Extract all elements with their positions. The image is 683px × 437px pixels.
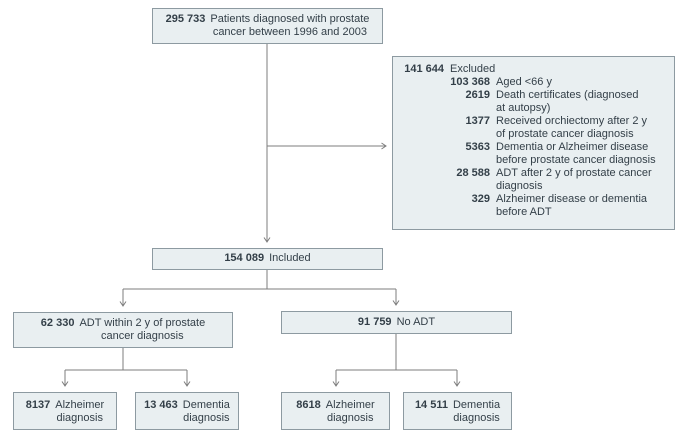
patients-count: 295 733 <box>165 13 206 25</box>
node-excluded: 141 644 Excluded 103 368 Aged <66 y 2619… <box>392 56 675 230</box>
adt-label: ADT within 2 y of prostate cancer diagno… <box>79 317 206 342</box>
excluded-item: 5363 Dementia or Alzheimer disease befor… <box>400 141 668 167</box>
excluded-item-label: Dementia or Alzheimer disease before pro… <box>496 141 656 166</box>
adt-alzheimer-count: 8137 <box>25 399 51 411</box>
no-adt-label: No ADT <box>396 316 436 328</box>
adt-dementia-count: 13 463 <box>144 399 178 411</box>
excluded-item-label: ADT after 2 y of prostate cancer diagnos… <box>496 167 652 192</box>
node-adt-dementia: 13 463 Dementia diagnosis <box>135 392 239 430</box>
adt-alzheimer-label: Alzheimer diagnosis <box>55 399 105 424</box>
excluded-label: Excluded <box>450 63 496 75</box>
excluded-item-label: Alzheimer disease or dementia before ADT <box>496 193 648 218</box>
excluded-item: 2619 Death certificates (diagnosed at au… <box>400 89 668 115</box>
included-count: 154 089 <box>224 252 265 264</box>
excluded-item-label: Received orchiectomy after 2 y of prosta… <box>496 115 648 140</box>
noadt-alzheimer-label: Alzheimer diagnosis <box>325 399 375 424</box>
excluded-item: 103 368 Aged <66 y <box>400 76 668 89</box>
node-adt-alzheimer: 8137 Alzheimer diagnosis <box>13 392 117 430</box>
excluded-item-count: 2619 <box>465 89 490 101</box>
noadt-dementia-count: 14 511 <box>414 399 448 411</box>
excluded-item: 1377 Received orchiectomy after 2 y of p… <box>400 115 668 141</box>
excluded-header: 141 644 Excluded <box>400 63 668 76</box>
excluded-item-label: Death certificates (diagnosed at autopsy… <box>496 89 639 114</box>
included-label: Included <box>269 252 311 264</box>
excluded-item-count: 1377 <box>465 115 490 127</box>
node-patients-diagnosed: 295 733 Patients diagnosed with prostate… <box>152 8 383 44</box>
node-included: 154 089 Included <box>152 248 383 270</box>
excluded-item: 28 588 ADT after 2 y of prostate cancer … <box>400 167 668 193</box>
excluded-item: 329 Alzheimer disease or dementia before… <box>400 193 668 219</box>
node-noadt-dementia: 14 511 Dementia diagnosis <box>403 392 512 430</box>
noadt-alzheimer-count: 8618 <box>296 399 321 411</box>
adt-count: 62 330 <box>40 317 75 329</box>
excluded-item-label: Aged <66 y <box>496 76 552 88</box>
no-adt-count: 91 759 <box>357 316 392 328</box>
excluded-item-count: 5363 <box>465 141 490 153</box>
excluded-count: 141 644 <box>404 63 444 75</box>
excluded-item-count: 329 <box>471 193 490 205</box>
node-adt: 62 330 ADT within 2 y of prostate cancer… <box>13 312 233 348</box>
noadt-dementia-label: Dementia diagnosis <box>452 399 501 424</box>
excluded-item-count: 28 588 <box>456 167 490 179</box>
node-no-adt: 91 759 No ADT <box>281 311 512 334</box>
adt-dementia-label: Dementia diagnosis <box>182 399 230 424</box>
patients-label: Patients diagnosed with prostate cancer … <box>210 13 370 38</box>
node-noadt-alzheimer: 8618 Alzheimer diagnosis <box>281 392 390 430</box>
excluded-item-count: 103 368 <box>450 76 490 88</box>
